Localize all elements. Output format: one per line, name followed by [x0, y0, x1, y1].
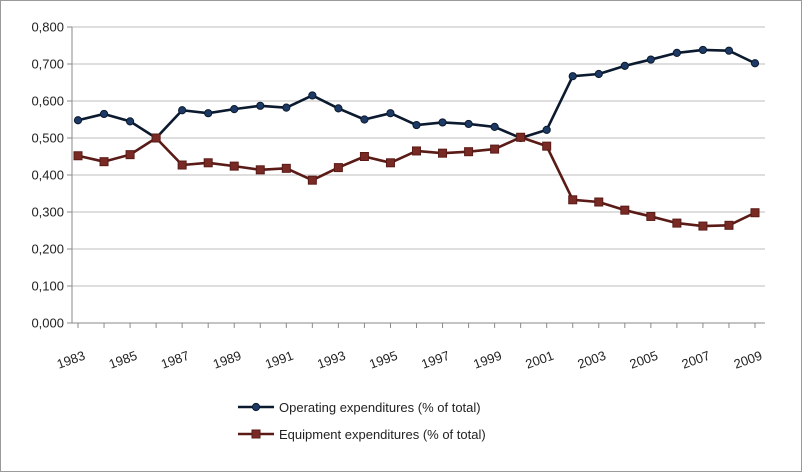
x-tick-label: 1999: [471, 348, 503, 372]
data-point: [620, 61, 629, 70]
x-tick-label: 2003: [575, 348, 607, 372]
data-point: [646, 55, 655, 64]
y-tick-label: 0,700: [31, 57, 64, 72]
series-1: [73, 45, 760, 143]
data-point: [177, 160, 187, 170]
series-lines: [73, 45, 760, 231]
data-point: [204, 109, 213, 118]
data-point: [73, 151, 83, 161]
y-tick-label: 0,100: [31, 279, 64, 294]
x-tick-label: 2009: [732, 348, 764, 372]
legend-item-2: Equipment expenditures (% of total): [238, 427, 486, 442]
data-point: [412, 120, 421, 130]
x-tick-labels: 1983 1985 1987 1989 1991 1993 1995 1997 1999 2001…: [55, 348, 764, 372]
y-tick-label: 0,600: [31, 94, 64, 109]
y-tick-label: 0,500: [31, 131, 64, 146]
x-tick-label: 1983: [55, 348, 87, 372]
data-point: [438, 118, 447, 127]
data-point: [750, 208, 760, 218]
data-point: [620, 205, 630, 215]
data-point: [333, 163, 343, 173]
data-point: [750, 59, 760, 68]
data-point: [255, 165, 265, 175]
data-point: [464, 147, 474, 157]
x-tick-label: 2007: [680, 348, 712, 372]
x-tick-label: 1993: [315, 348, 347, 372]
data-point: [125, 150, 135, 160]
x-tick-label: 1991: [263, 348, 295, 372]
gridlines: [72, 26, 765, 287]
data-point: [646, 211, 656, 221]
data-point: [672, 48, 681, 58]
data-point: [412, 146, 421, 156]
data-point: [490, 122, 499, 132]
series-2: [73, 132, 760, 231]
x-tick-label: 1995: [367, 348, 399, 372]
x-tick-label: 1985: [107, 348, 139, 372]
y-tick-label: 0,000: [31, 316, 64, 331]
legend-item-1: Operating expenditures (% of total): [238, 400, 481, 415]
data-point: [385, 158, 395, 168]
data-point: [360, 115, 369, 124]
data-point: [308, 91, 317, 100]
data-point: [282, 103, 291, 112]
data-point: [334, 104, 343, 113]
data-point: [151, 133, 161, 143]
y-tick-label: 0,400: [31, 168, 64, 183]
data-point: [99, 109, 109, 119]
data-point: [73, 116, 83, 125]
data-point: [594, 69, 603, 79]
data-point: [281, 163, 291, 173]
legend: Operating expenditures (% of total) Equip…: [238, 400, 486, 442]
y-tick-label: 0,200: [31, 242, 64, 257]
data-point: [230, 105, 239, 114]
legend-label: Operating expenditures (% of total): [279, 400, 481, 415]
x-tick-label: 2005: [628, 348, 660, 372]
y-tick-labels: 0,000 0,100 0,200 0,300 0,400 0,500 0,600 0,700…: [31, 20, 64, 331]
data-point: [568, 195, 578, 205]
data-point: [594, 197, 604, 207]
legend-marker: [251, 429, 261, 439]
data-point: [386, 109, 395, 118]
legend-marker: [251, 402, 261, 412]
data-point: [178, 106, 187, 115]
data-point: [99, 157, 109, 167]
y-tick-label: 0,800: [31, 20, 64, 35]
data-point: [203, 158, 213, 168]
data-point: [490, 144, 500, 154]
data-point: [464, 119, 473, 129]
data-point: [256, 101, 265, 110]
data-point: [698, 221, 708, 231]
data-point: [516, 132, 526, 142]
data-point: [125, 117, 135, 126]
data-point: [724, 46, 734, 55]
data-point: [698, 45, 708, 55]
axes: [67, 26, 765, 328]
y-tick-label: 0,300: [31, 205, 64, 220]
data-point: [724, 220, 734, 230]
data-point: [307, 175, 317, 185]
data-point: [672, 218, 682, 228]
data-point: [542, 125, 551, 134]
x-tick-label: 2001: [523, 348, 555, 372]
data-point: [359, 152, 369, 161]
legend-label: Equipment expenditures (% of total): [279, 427, 486, 442]
x-tick-label: 1997: [419, 348, 451, 372]
data-point: [568, 72, 577, 81]
x-tick-label: 1987: [159, 348, 191, 372]
data-point: [229, 161, 239, 171]
data-point: [438, 148, 448, 158]
x-tick-label: 1989: [211, 348, 243, 372]
data-point: [542, 141, 552, 151]
